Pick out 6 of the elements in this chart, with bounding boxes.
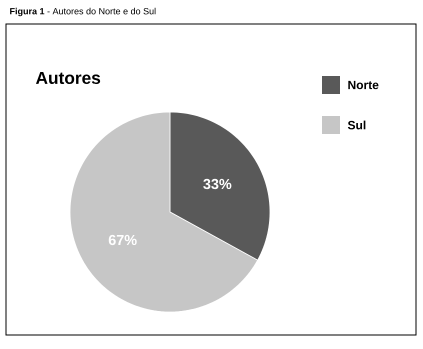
chart-title: Autores: [36, 72, 100, 84]
legend-label: Norte: [348, 80, 378, 90]
data-label: 33%: [203, 178, 232, 190]
text: Figura 1 - Autores do Norte e do Sul: [10, 8, 156, 16]
legend-label: Sul: [348, 120, 366, 130]
data-label: 67%: [108, 234, 137, 246]
